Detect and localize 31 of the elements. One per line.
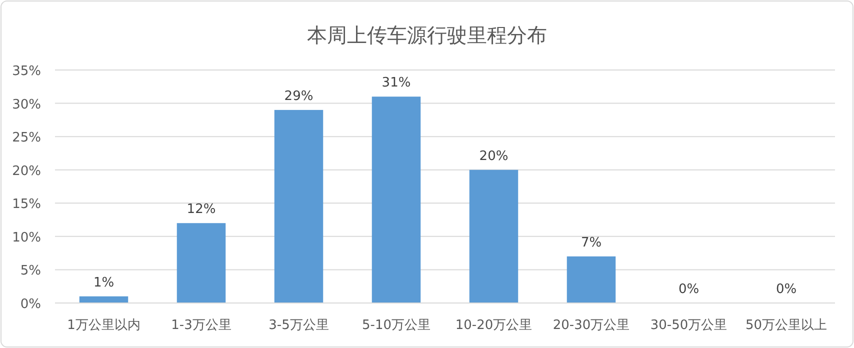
x-tick-label: 5-10万公里 bbox=[362, 318, 431, 333]
data-label: 12% bbox=[186, 202, 216, 218]
data-label: 0% bbox=[678, 282, 700, 297]
bar bbox=[372, 96, 421, 303]
x-tick-label: 10-20万公里 bbox=[455, 318, 532, 333]
bar bbox=[566, 256, 616, 303]
y-tick-label: 0% bbox=[20, 297, 41, 312]
data-label: 31% bbox=[382, 76, 411, 91]
bar bbox=[469, 170, 518, 303]
data-label: 0% bbox=[776, 282, 797, 297]
x-tick-label: 20-30万公里 bbox=[552, 318, 630, 333]
y-tick-label: 20% bbox=[12, 164, 41, 179]
y-tick-label: 15% bbox=[12, 197, 41, 212]
data-label: 29% bbox=[284, 88, 314, 104]
data-label: 1% bbox=[93, 275, 114, 290]
bar bbox=[274, 110, 324, 303]
y-tick-label: 5% bbox=[20, 264, 41, 279]
data-label: 7% bbox=[580, 235, 602, 250]
bar bbox=[176, 223, 226, 303]
y-tick-label: 10% bbox=[12, 230, 41, 246]
y-tick-label: 35% bbox=[12, 64, 41, 79]
y-tick-label: 30% bbox=[12, 97, 41, 112]
x-tick-label: 3-5万公里 bbox=[268, 318, 329, 333]
x-tick-label: 50万公里以上 bbox=[745, 318, 828, 333]
y-tick-label: 25% bbox=[12, 130, 41, 146]
chart-title: 本周上传车源行驶里程分布 bbox=[307, 23, 547, 47]
x-tick-label: 30-50万公里 bbox=[650, 318, 728, 333]
x-tick-label: 1-3万公里 bbox=[171, 318, 232, 333]
data-label: 20% bbox=[479, 148, 508, 164]
x-tick-label: 1万公里以内 bbox=[67, 318, 140, 333]
bar bbox=[79, 296, 128, 303]
